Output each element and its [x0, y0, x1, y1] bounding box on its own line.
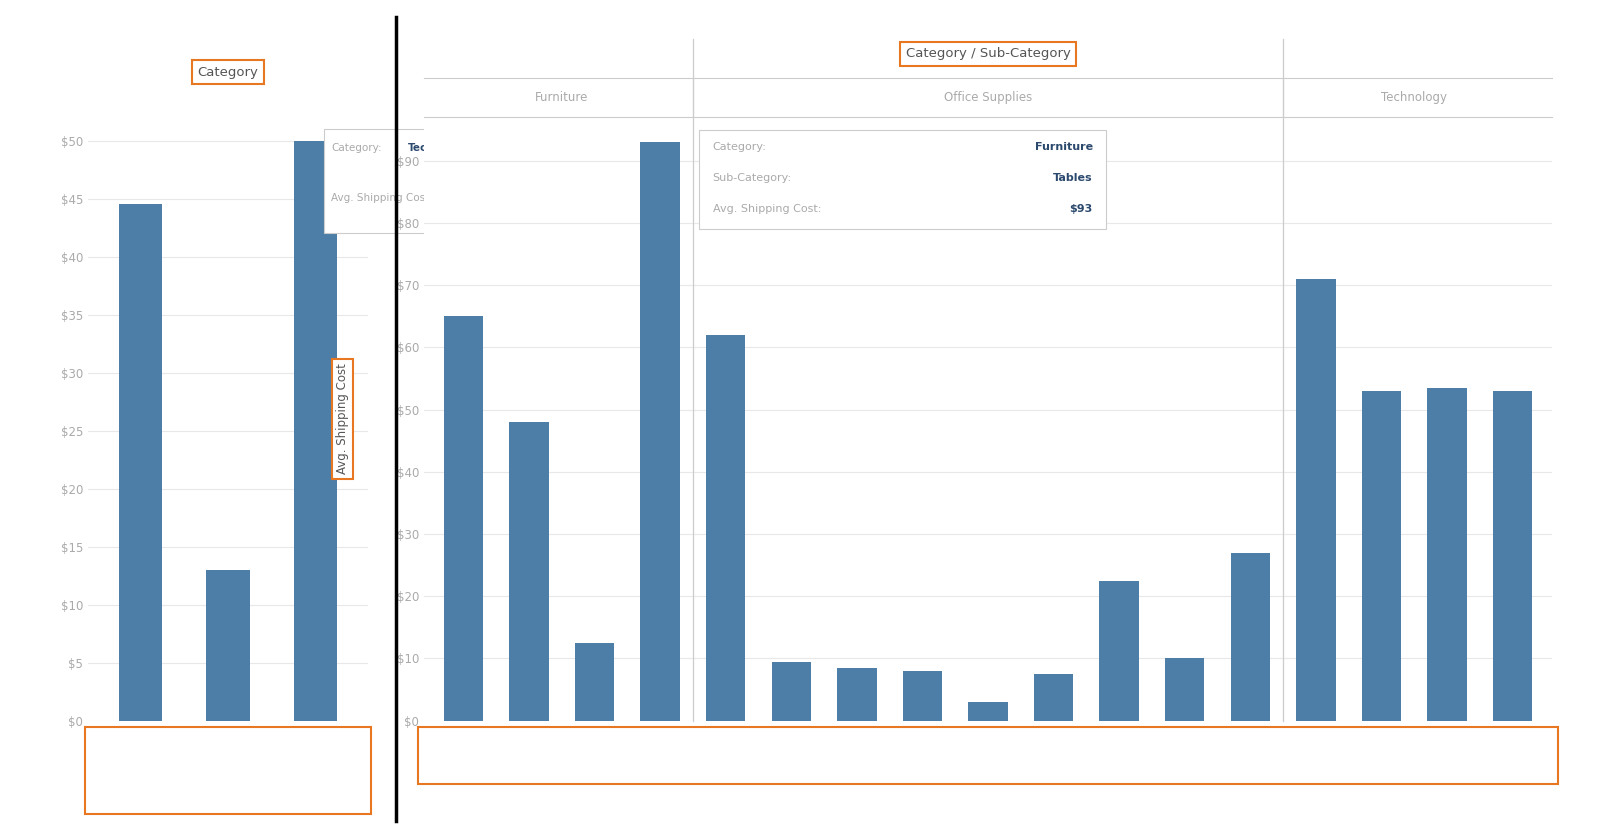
Text: Avg. Shipping Cost: Avg. Shipping Cost: [336, 364, 349, 474]
Bar: [1493, 391, 1533, 721]
Text: Sub-Category:: Sub-Category:: [712, 173, 792, 184]
Text: Category / Sub-Category: Category / Sub-Category: [906, 48, 1070, 60]
Bar: [1230, 553, 1270, 721]
Text: Technology: Technology: [408, 142, 475, 153]
Text: Category: Category: [197, 65, 259, 79]
Text: $50: $50: [453, 193, 475, 203]
Bar: [902, 671, 942, 721]
Bar: [640, 142, 680, 721]
Bar: [837, 668, 877, 721]
Text: Avg. Shipping Cost:: Avg. Shipping Cost:: [331, 193, 434, 203]
FancyBboxPatch shape: [418, 727, 1558, 784]
Bar: [1034, 674, 1074, 721]
Text: $93: $93: [1070, 204, 1093, 215]
Bar: [1165, 659, 1205, 721]
Bar: [509, 422, 549, 721]
Text: Furniture: Furniture: [1035, 142, 1093, 153]
Bar: [706, 335, 746, 721]
Text: Avg. Shipping Cost:: Avg. Shipping Cost:: [712, 204, 821, 215]
Text: Furniture: Furniture: [534, 91, 589, 104]
Text: Category:: Category:: [331, 142, 382, 153]
Bar: [1296, 279, 1336, 721]
Bar: [206, 570, 250, 721]
Bar: [443, 317, 483, 721]
Bar: [1362, 391, 1402, 721]
Text: ☞: ☞: [653, 119, 667, 133]
Text: ☞: ☞: [307, 117, 323, 132]
FancyBboxPatch shape: [699, 130, 1106, 230]
Bar: [968, 702, 1008, 721]
Text: Category:: Category:: [712, 142, 766, 153]
Bar: [118, 204, 162, 721]
FancyBboxPatch shape: [85, 727, 371, 815]
Bar: [771, 661, 811, 721]
Text: Tables: Tables: [1053, 173, 1093, 184]
Bar: [1427, 388, 1467, 721]
Bar: [1099, 581, 1139, 721]
Text: Technology: Technology: [1381, 91, 1448, 104]
Bar: [294, 141, 338, 721]
Bar: [574, 643, 614, 721]
FancyBboxPatch shape: [325, 129, 482, 233]
Text: Office Supplies: Office Supplies: [944, 91, 1032, 104]
